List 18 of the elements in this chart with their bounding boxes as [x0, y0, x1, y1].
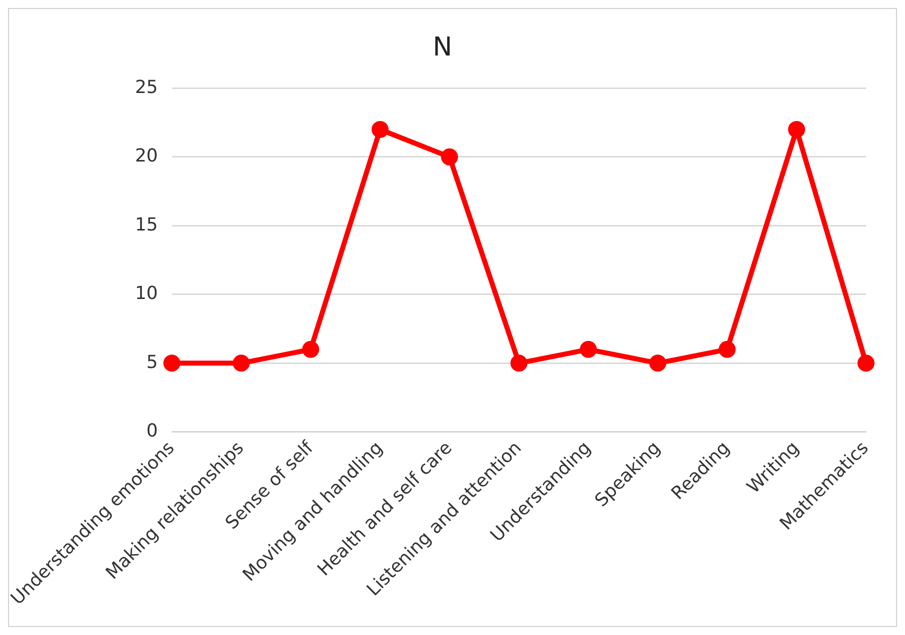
point — [858, 354, 874, 372]
point — [510, 354, 528, 372]
point — [232, 354, 250, 372]
point — [163, 354, 180, 372]
point — [372, 120, 389, 138]
point — [649, 354, 666, 372]
point — [580, 340, 597, 358]
point — [788, 120, 806, 138]
chart-title: N — [432, 32, 452, 62]
y-tick-label: 0 — [146, 420, 158, 442]
y-tick-label: 5 — [146, 352, 158, 373]
point — [302, 340, 320, 358]
y-tick-label: 15 — [134, 214, 158, 236]
y-tick-label: 25 — [134, 76, 158, 98]
point — [718, 340, 736, 358]
y-tick-label: 10 — [134, 283, 158, 304]
point — [441, 148, 458, 166]
y-tick-label: 20 — [134, 146, 158, 167]
